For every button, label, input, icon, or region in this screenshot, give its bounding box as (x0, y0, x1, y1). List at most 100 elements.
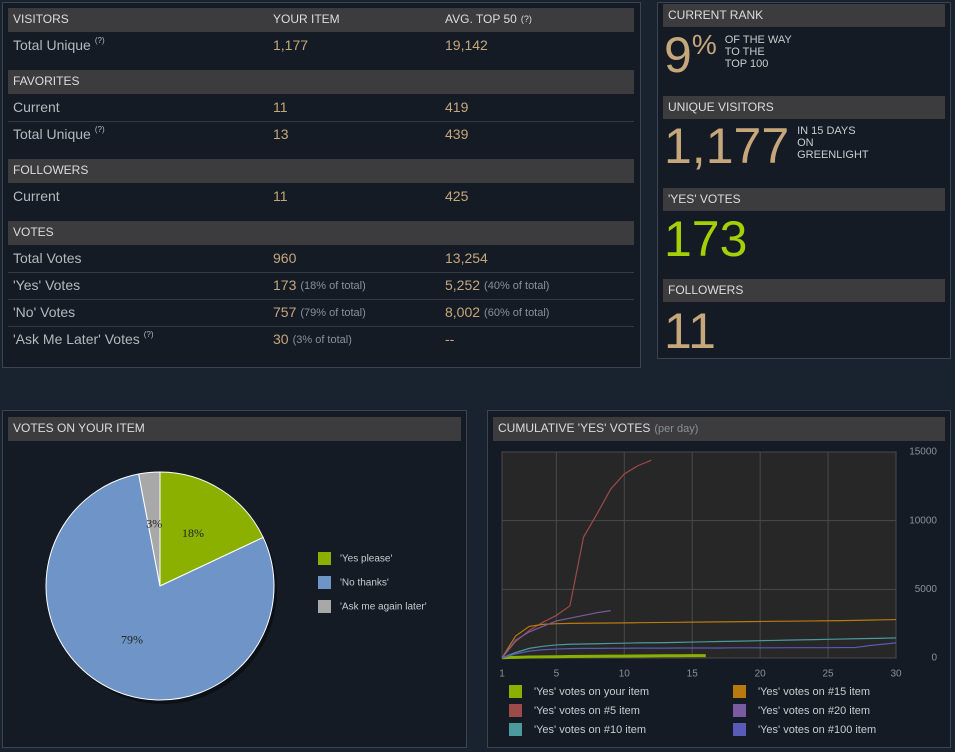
legend-label: 'No thanks' (340, 578, 389, 589)
legend-label: 'Yes' votes on #100 item (758, 724, 876, 736)
cell-value: 13,254 (445, 250, 488, 266)
legend-swatch (318, 600, 331, 613)
y-tick-label: 5000 (915, 584, 938, 595)
help-hint: (?) (95, 36, 105, 45)
cell: 13,254 (445, 250, 488, 266)
y-tick-label: 15000 (909, 447, 937, 458)
row-label-text: Total Votes (13, 250, 82, 266)
legend-swatch (318, 576, 331, 589)
y-tick-label: 10000 (909, 515, 937, 526)
row-label-text: 'Yes' Votes (13, 277, 80, 293)
cell-note: (60% of total) (484, 307, 549, 319)
cell: 8,002 (60% of total) (445, 304, 549, 320)
help-hint: (?) (144, 330, 154, 339)
cell-value: 30 (273, 331, 289, 347)
header-bar (8, 159, 634, 183)
x-tick-label: 30 (890, 669, 902, 680)
cell-value: 11 (273, 188, 288, 204)
help-hint: (?) (95, 125, 105, 134)
summary-value: 1,177 (664, 118, 789, 174)
cell: 13 (273, 126, 289, 142)
cell: 19,142 (445, 37, 488, 53)
summary-title: 'YES' VOTES (668, 192, 741, 206)
cell-value: -- (445, 331, 455, 347)
legend-label: 'Yes' votes on #10 item (534, 724, 646, 736)
summary-caption: GREENLIGHT (797, 149, 869, 161)
panel (2, 2, 641, 368)
summary-title: UNIQUE VISITORS (668, 100, 774, 114)
summary-caption: ON (797, 137, 814, 149)
column-header: YOUR ITEM (273, 12, 340, 26)
x-tick-label: 5 (554, 669, 560, 680)
legend-label: 'Ask me again later' (340, 602, 427, 613)
cell-value: 960 (273, 250, 297, 266)
summary-number: 9 (664, 27, 692, 83)
cell-note: (40% of total) (484, 280, 549, 292)
summary-unit: % (692, 29, 717, 60)
summary-title: CURRENT RANK (668, 8, 763, 22)
slice-label: 79% (121, 633, 143, 647)
row-label-text: Total Unique (13, 37, 91, 53)
chart-title: VOTES ON YOUR ITEM (13, 421, 145, 435)
x-tick-label: 20 (755, 669, 767, 680)
chart-subtitle: (per day) (654, 423, 698, 435)
cell: 419 (445, 99, 469, 115)
row-label: Current (13, 188, 60, 204)
series-line (501, 642, 897, 659)
section-title: VOTES (13, 225, 54, 239)
section-title: FOLLOWERS (13, 163, 88, 177)
cell: 11 (273, 188, 288, 204)
cell-value: 425 (445, 188, 469, 204)
cell-value: 757 (273, 304, 297, 320)
legend-swatch (509, 704, 522, 717)
summary-caption: TOP 100 (725, 58, 769, 70)
help-hint: (?) (521, 14, 532, 24)
row-label: Total Unique (?) (13, 36, 105, 53)
cell-note: (18% of total) (300, 280, 365, 292)
pie-slice (45, 473, 275, 701)
cell: 1,177 (273, 37, 308, 53)
column-label: YOUR ITEM (273, 12, 340, 26)
summary-caption: TO THE (725, 46, 765, 58)
x-tick-label: 25 (823, 669, 835, 680)
cell-value: 173 (273, 277, 297, 293)
cell: 173 (18% of total) (273, 277, 366, 293)
header-bar (663, 4, 945, 27)
cell-value: 8,002 (445, 304, 480, 320)
legend-swatch (733, 685, 746, 698)
row-label: 'Ask Me Later' Votes (?) (13, 330, 154, 347)
chart-title: CUMULATIVE 'YES' VOTES (per day) (498, 421, 698, 435)
cell-value: 5,252 (445, 277, 480, 293)
legend-label: 'Yes' votes on #20 item (758, 705, 870, 717)
x-tick-label: 1 (499, 669, 505, 680)
pie-slice (159, 471, 264, 587)
x-tick-label: 15 (687, 669, 699, 680)
row-label-text: Current (13, 99, 60, 115)
x-tick-label: 10 (619, 669, 631, 680)
cell: -- (445, 331, 455, 347)
legend-label: 'Yes please' (340, 554, 392, 565)
legend-label: 'Yes' votes on #5 item (534, 705, 640, 717)
header-bar (8, 221, 634, 245)
cell: 5,252 (40% of total) (445, 277, 549, 293)
series-line (501, 610, 611, 659)
row-label-text: Total Unique (13, 126, 91, 142)
row-label: Total Unique (?) (13, 125, 105, 142)
header-bar (663, 96, 945, 119)
row-label-text: 'Ask Me Later' Votes (13, 331, 140, 347)
header-bar (8, 70, 634, 94)
row-label: 'Yes' Votes (13, 277, 80, 293)
legend-swatch (509, 723, 522, 736)
summary-number: 1,177 (664, 118, 789, 174)
cell-value: 19,142 (445, 37, 488, 53)
header-bar (8, 417, 461, 441)
cell: 425 (445, 188, 469, 204)
legend-swatch (733, 723, 746, 736)
summary-value: 11 (664, 303, 716, 359)
row-label-text: 'No' Votes (13, 304, 75, 320)
header-bar (8, 8, 634, 32)
row-label-text: Current (13, 188, 60, 204)
legend-swatch (509, 685, 522, 698)
